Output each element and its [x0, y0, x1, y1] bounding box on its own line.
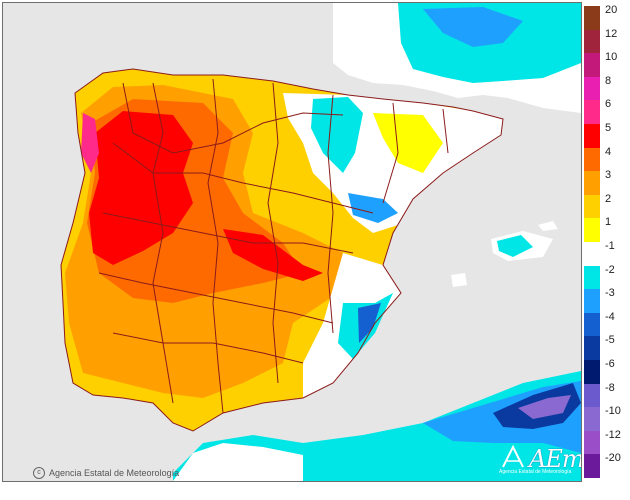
legend-label: 20: [605, 4, 618, 16]
legend-swatch: [584, 171, 600, 195]
logo-subtext: Agencia Estatal de Meteorología: [499, 469, 572, 475]
legend-swatch: [584, 124, 600, 148]
legend-label: 6: [605, 98, 612, 111]
legend-swatch: [584, 6, 600, 30]
copyright-icon: c: [33, 467, 45, 479]
logo-text: AEmet: [529, 445, 582, 473]
legend-label: -5: [605, 334, 615, 347]
legend-label: 10: [605, 51, 618, 64]
legend-swatch: [584, 430, 600, 455]
legend-swatch: [584, 147, 600, 172]
southeast-cold-blue: [358, 303, 381, 343]
legend-label: 5: [605, 122, 612, 134]
legend-swatch: [584, 360, 600, 384]
legend-label: -20: [605, 452, 621, 465]
north-africa-white: [173, 443, 303, 481]
legend-label: -10: [605, 405, 621, 418]
attribution-text: Agencia Estatal de Meteorología: [49, 468, 180, 478]
legend-swatch: [584, 407, 600, 431]
legend-label: -4: [605, 310, 615, 323]
aemet-logo: AEmet Agencia Estatal de Meteorología: [499, 443, 582, 479]
legend-label: 12: [605, 27, 618, 40]
balearic-ibiza: [451, 273, 467, 287]
province-borders: [60, 68, 504, 432]
color-legend: 20 12 10 8 6 5 4 3 2 1 -1 -2 -3 -4 -5 -6 -8 -10 -12 -20: [582, 4, 626, 482]
map-canvas: [60, 3, 581, 481]
legend-swatch: [584, 100, 600, 124]
northeast-cold-cyan: [311, 97, 363, 173]
legend-label: 1: [605, 216, 612, 229]
legend-swatch: [584, 454, 600, 478]
legend-swatch: [584, 312, 600, 337]
north-yellow-patch: [373, 113, 443, 173]
legend-swatch: [584, 76, 600, 101]
legend-label: -3: [605, 287, 615, 300]
legend-label: -8: [605, 381, 615, 394]
balearic-cold: [497, 235, 533, 257]
legend-swatch: [584, 218, 600, 242]
attribution: c Agencia Estatal de Meteorología: [33, 467, 179, 479]
legend-label: -1: [605, 240, 615, 252]
legend-label: -6: [605, 358, 615, 370]
legend-swatch: [584, 53, 600, 77]
balearic-minorca: [538, 221, 558, 231]
france-blue-area: [423, 7, 523, 47]
legend-swatch: [584, 336, 600, 360]
north-africa-purple: [518, 395, 571, 419]
legend-label: -2: [605, 263, 615, 276]
legend-label: 4: [605, 145, 612, 158]
legend-swatch: [584, 242, 600, 266]
hot-anomaly-pink: [81, 113, 99, 173]
aemet-logo-mark: [502, 444, 524, 468]
legend-swatch: [584, 194, 600, 219]
anomaly-map: c Agencia Estatal de Meteorología AEmet …: [2, 2, 582, 482]
legend-label: -12: [605, 428, 621, 441]
legend-swatch: [584, 29, 600, 54]
legend-swatch: [584, 289, 600, 313]
legend-label: 3: [605, 169, 612, 182]
legend-swatch: [584, 383, 600, 408]
legend-swatch: [584, 265, 600, 290]
legend-label: 8: [605, 74, 612, 87]
northeast-cold-blue: [348, 193, 398, 223]
legend-label: 2: [605, 192, 612, 205]
